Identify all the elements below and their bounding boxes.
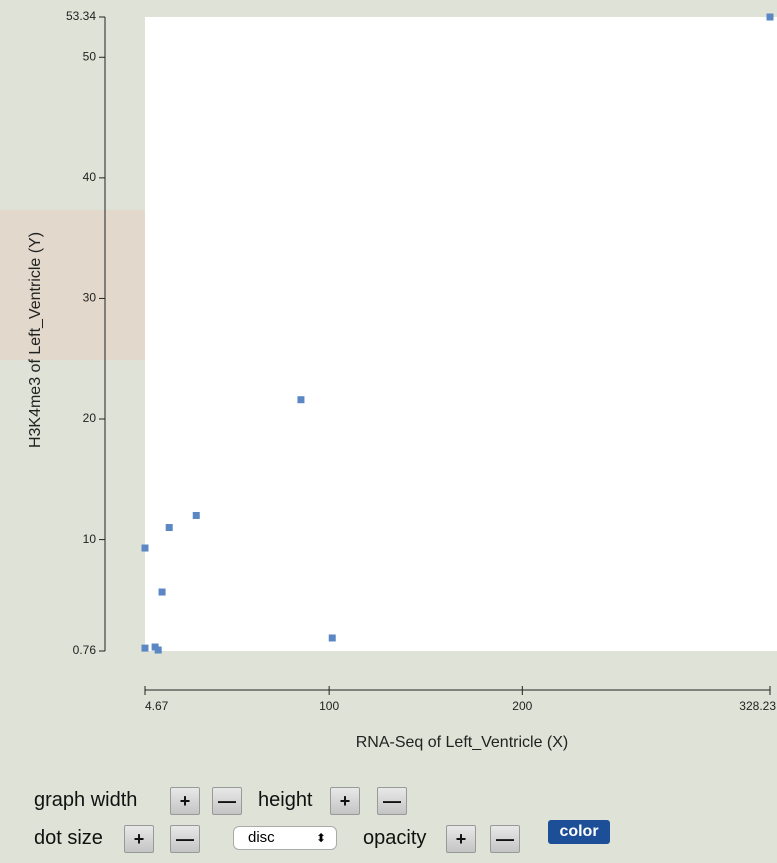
x-tick-label: 100	[319, 699, 339, 713]
button[interactable]: +	[124, 825, 154, 853]
button[interactable]: —	[377, 787, 407, 815]
color-button[interactable]: color	[548, 820, 610, 844]
select-value: disc	[248, 829, 275, 846]
y-tick-label: 50	[83, 49, 97, 63]
point	[297, 396, 305, 404]
button[interactable]: —	[170, 825, 200, 853]
button[interactable]: +	[330, 787, 360, 815]
label: dot size	[34, 827, 103, 849]
button[interactable]: +	[446, 825, 476, 853]
point	[141, 644, 149, 652]
y-tick-label: 10	[83, 532, 97, 546]
select[interactable]: disc ⬍	[233, 826, 337, 850]
plot-area	[145, 17, 777, 651]
x-tick-label: 4.67	[145, 699, 169, 713]
label: graph width	[34, 789, 138, 811]
y-tick-label: 0.76	[73, 643, 97, 657]
x-tick-label: 200	[512, 699, 532, 713]
point	[192, 511, 200, 519]
point	[766, 13, 774, 21]
point	[165, 524, 173, 532]
point	[141, 544, 149, 552]
label: height	[258, 789, 313, 811]
y-tick-label: 20	[83, 411, 97, 425]
y-tick-label: 53.34	[66, 9, 96, 23]
button[interactable]: —	[490, 825, 520, 853]
x-axis-title: RNA-Seq of Left_Ventricle (X)	[356, 734, 569, 751]
label: opacity	[363, 827, 427, 849]
point	[154, 646, 162, 654]
background-band	[0, 210, 145, 360]
y-tick-label: 30	[83, 291, 97, 305]
y-tick-label: 40	[83, 170, 97, 184]
select-arrow: ⬍	[315, 831, 326, 845]
button[interactable]: +	[170, 787, 200, 815]
point	[328, 634, 336, 642]
point	[158, 588, 166, 596]
button[interactable]: —	[212, 787, 242, 815]
y-axis-title: H3K4me3 of Left_Ventricle (Y)	[27, 232, 44, 448]
x-tick-label: 328.23	[739, 699, 776, 713]
